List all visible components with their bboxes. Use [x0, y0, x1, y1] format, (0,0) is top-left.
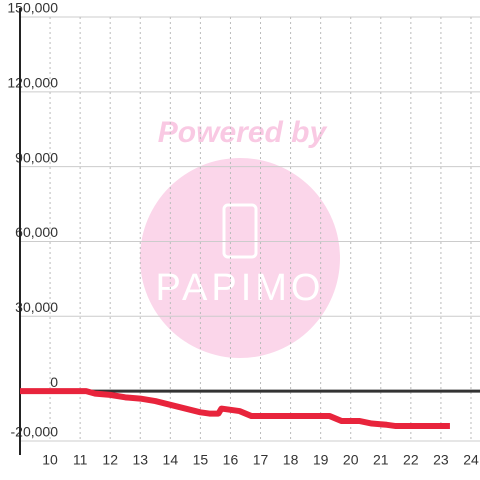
x-tick-label: 17: [253, 452, 269, 468]
x-tick-label: 23: [433, 452, 449, 468]
x-tick-label: 10: [42, 452, 58, 468]
y-tick-label: 60,000: [15, 224, 58, 240]
watermark-text: Powered by: [158, 116, 328, 149]
y-tick-label: 0: [50, 374, 58, 390]
watermark-phone: [222, 203, 258, 259]
x-tick-label: 14: [163, 452, 179, 468]
y-tick-label: -20,000: [11, 424, 59, 440]
x-tick-label: 12: [102, 452, 118, 468]
x-tick-label: 20: [343, 452, 359, 468]
data-line: [20, 388, 450, 430]
y-tick-label: 150,000: [7, 0, 58, 16]
x-tick-label: 21: [373, 452, 389, 468]
y-tick-label: 120,000: [7, 75, 58, 91]
x-tick-label: 11: [73, 452, 88, 468]
y-tick-label: 30,000: [15, 299, 58, 315]
x-tick-label: 15: [193, 452, 209, 468]
watermark-logo: PAPIMO: [156, 267, 325, 309]
x-tick-label: 24: [463, 452, 479, 468]
x-tick-label: 18: [283, 452, 299, 468]
x-tick-label: 13: [132, 452, 148, 468]
x-tick-label: 16: [223, 452, 239, 468]
x-tick-label: 22: [403, 452, 419, 468]
x-tick-label: 19: [313, 452, 329, 468]
y-tick-label: 90,000: [15, 149, 58, 165]
